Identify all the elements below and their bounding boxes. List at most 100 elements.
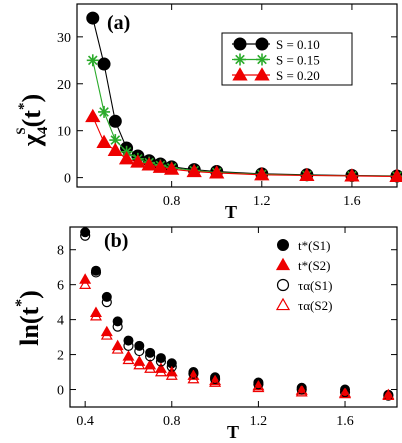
x-axis-title-a: T [225, 202, 237, 222]
data-point [134, 345, 145, 357]
panel-label-b: (b) [104, 230, 128, 252]
y-tick-label: 0 [57, 384, 64, 399]
x-tick-label: 1.2 [253, 194, 271, 209]
data-point [252, 381, 265, 393]
series-3 [80, 230, 394, 401]
data-point [100, 329, 113, 340]
legend-marker [256, 53, 268, 66]
data-point [122, 353, 135, 365]
y-tick-label: 10 [57, 125, 71, 140]
legend-marker [233, 37, 247, 51]
data-point [145, 347, 156, 358]
x-tick-label: 1.6 [343, 194, 361, 209]
data-point [296, 384, 307, 395]
data-point [254, 166, 270, 181]
y-tick-label: 0 [64, 172, 71, 187]
data-point [144, 362, 157, 373]
data-point [339, 387, 352, 399]
data-point [96, 134, 112, 148]
data-point [382, 389, 395, 400]
legend-marker [234, 53, 246, 66]
data-point [80, 230, 91, 241]
data-point [339, 387, 351, 398]
data-point [85, 108, 101, 123]
data-point [123, 335, 134, 346]
data-point [209, 373, 221, 385]
data-point [186, 163, 202, 178]
data-point [133, 358, 146, 370]
data-point [108, 114, 122, 128]
data-point [111, 343, 124, 354]
data-point [86, 11, 100, 25]
data-point [154, 365, 167, 377]
series-1 [80, 227, 394, 400]
y-tick-label: 20 [57, 78, 71, 93]
data-point [295, 385, 308, 397]
y-tick-label: 4 [57, 314, 64, 329]
data-point [141, 157, 157, 171]
data-point [90, 267, 102, 278]
legend-b: t*(S1) t*(S2) τα(S1) τα(S2) [275, 238, 332, 313]
x-tick-label: 1.6 [336, 414, 354, 429]
legend-marker [255, 37, 269, 51]
legend-label: t*(S1) [298, 238, 331, 253]
data-point [86, 54, 99, 67]
legend-label: S = 0.10 [276, 37, 320, 52]
panel-label-a: (a) [107, 12, 130, 34]
x-tick-label: 1.2 [250, 414, 268, 429]
data-point [164, 161, 180, 175]
data-point [98, 105, 111, 118]
data-point [123, 340, 134, 351]
data-point [187, 372, 200, 384]
data-point [253, 379, 264, 390]
data-point [90, 309, 102, 321]
data-point [209, 376, 222, 387]
legend-marker [232, 67, 248, 81]
data-point [112, 321, 123, 332]
y-tick-label: 2 [57, 349, 64, 364]
series-4 [79, 278, 395, 400]
data-point [97, 57, 111, 71]
legend-label: S = 0.15 [276, 53, 320, 68]
data-point [152, 159, 169, 173]
y-tick-label: 6 [57, 279, 64, 294]
plot-frame-a [76, 3, 398, 188]
data-point [134, 340, 145, 351]
legend-marker [277, 239, 289, 251]
x-tick-label: 0.8 [163, 414, 181, 429]
svg-text:χ4S(t*): χ4S(t*) [13, 94, 51, 147]
legend-marker [275, 297, 291, 311]
x-axis-title-b: T [227, 422, 239, 442]
legend-a: S = 0.10S = 0.15S = 0.20 [221, 32, 353, 86]
legend-label: τα(S2) [298, 298, 332, 313]
data-point [389, 168, 402, 182]
y-tick-label: 30 [57, 31, 71, 46]
data-point [80, 227, 91, 238]
plot-frame-b [69, 226, 398, 408]
legend-marker [254, 67, 270, 81]
data-point [188, 368, 199, 379]
data-point [101, 297, 112, 308]
data-point [107, 142, 123, 156]
legend-label: τα(S1) [298, 278, 332, 293]
data-point [130, 154, 146, 168]
data-point [112, 316, 123, 327]
x-tick-label: 0.4 [76, 414, 94, 429]
data-point [299, 167, 315, 182]
legend-label: S = 0.20 [276, 68, 320, 83]
y-tick-label: 8 [57, 244, 64, 259]
data-point [79, 278, 92, 289]
data-point [145, 351, 156, 362]
legend-marker [275, 257, 291, 271]
y-axis-title-b: ln(t*) [13, 290, 44, 346]
x-tick-label: 0.8 [163, 194, 181, 209]
data-point [344, 168, 360, 182]
legend-marker [276, 278, 290, 292]
data-point [165, 369, 178, 380]
y-axis-title-a: χ4S(t*) [13, 94, 51, 147]
svg-text:ln(t*): ln(t*) [13, 290, 44, 346]
data-point [209, 165, 225, 179]
